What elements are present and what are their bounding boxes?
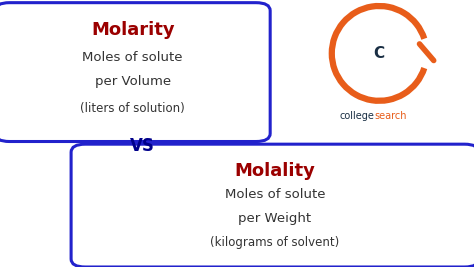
Text: Molarity: Molarity [91, 21, 174, 39]
Text: Moles of solute: Moles of solute [82, 51, 183, 64]
FancyBboxPatch shape [0, 3, 270, 142]
FancyBboxPatch shape [71, 144, 474, 267]
Text: (liters of solution): (liters of solution) [81, 103, 185, 115]
Text: VS: VS [130, 136, 155, 155]
Text: per Weight: per Weight [238, 212, 311, 225]
Text: per Volume: per Volume [95, 75, 171, 88]
Text: Molality: Molality [235, 162, 315, 180]
Text: search: search [374, 112, 407, 121]
Text: Moles of solute: Moles of solute [225, 189, 325, 201]
Text: (kilograms of solvent): (kilograms of solvent) [210, 237, 339, 249]
Text: C: C [374, 46, 385, 61]
Text: college: college [339, 112, 374, 121]
